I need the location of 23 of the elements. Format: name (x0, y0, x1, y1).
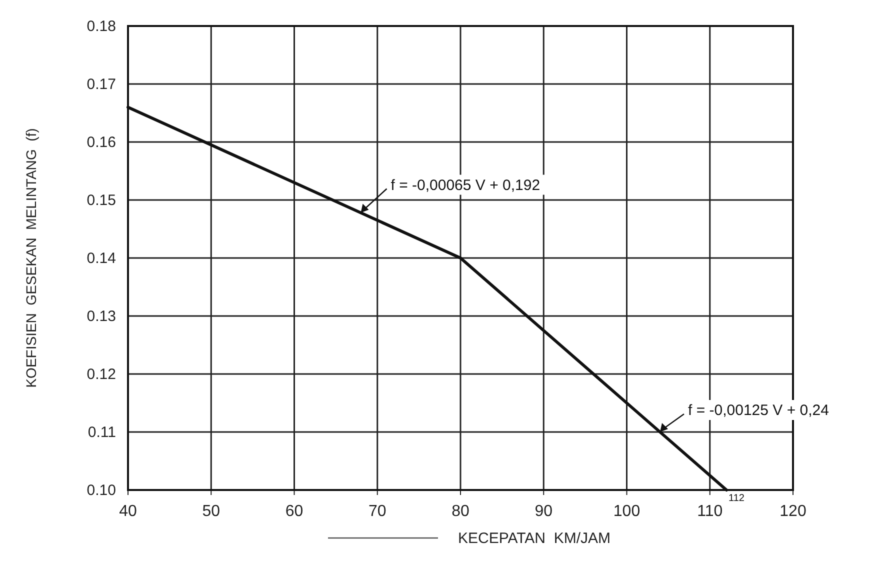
annotation: f = -0,00065 V + 0,192 (390, 176, 540, 194)
y-tick-label: 0.18 (86, 18, 116, 35)
x-tick-label: 100 (613, 503, 640, 520)
x-tick-label: 110 (697, 503, 723, 520)
y-tick-label: 0.14 (86, 250, 116, 267)
y-tick-label: 0.16 (86, 134, 116, 151)
y-tick-label: 0.15 (86, 192, 116, 209)
y-tick-label: 0.10 (86, 482, 116, 499)
x-tick-label: 80 (452, 503, 470, 520)
x-tick-label: 120 (780, 503, 806, 520)
annotation: 112 (728, 493, 745, 504)
y-tick-label: 0.13 (86, 308, 116, 325)
x-tick-label: 50 (202, 503, 220, 520)
x-tick-label: 60 (285, 503, 304, 520)
x-tick-label: 40 (119, 503, 137, 520)
annotation: f = -0,00125 V + 0,24 (688, 402, 829, 419)
x-tick-label: 90 (534, 503, 553, 520)
x-tick-label: 70 (368, 503, 386, 520)
y-tick-label: 0.12 (86, 366, 116, 383)
x-axis-title: KECEPATAN KM/JAM (458, 530, 611, 547)
y-tick-label: 0.11 (88, 424, 116, 441)
y-tick-label: 0.17 (86, 76, 116, 93)
y-axis-title: KOEFISIEN GESEKAN MELINTANG (f) (23, 128, 39, 388)
